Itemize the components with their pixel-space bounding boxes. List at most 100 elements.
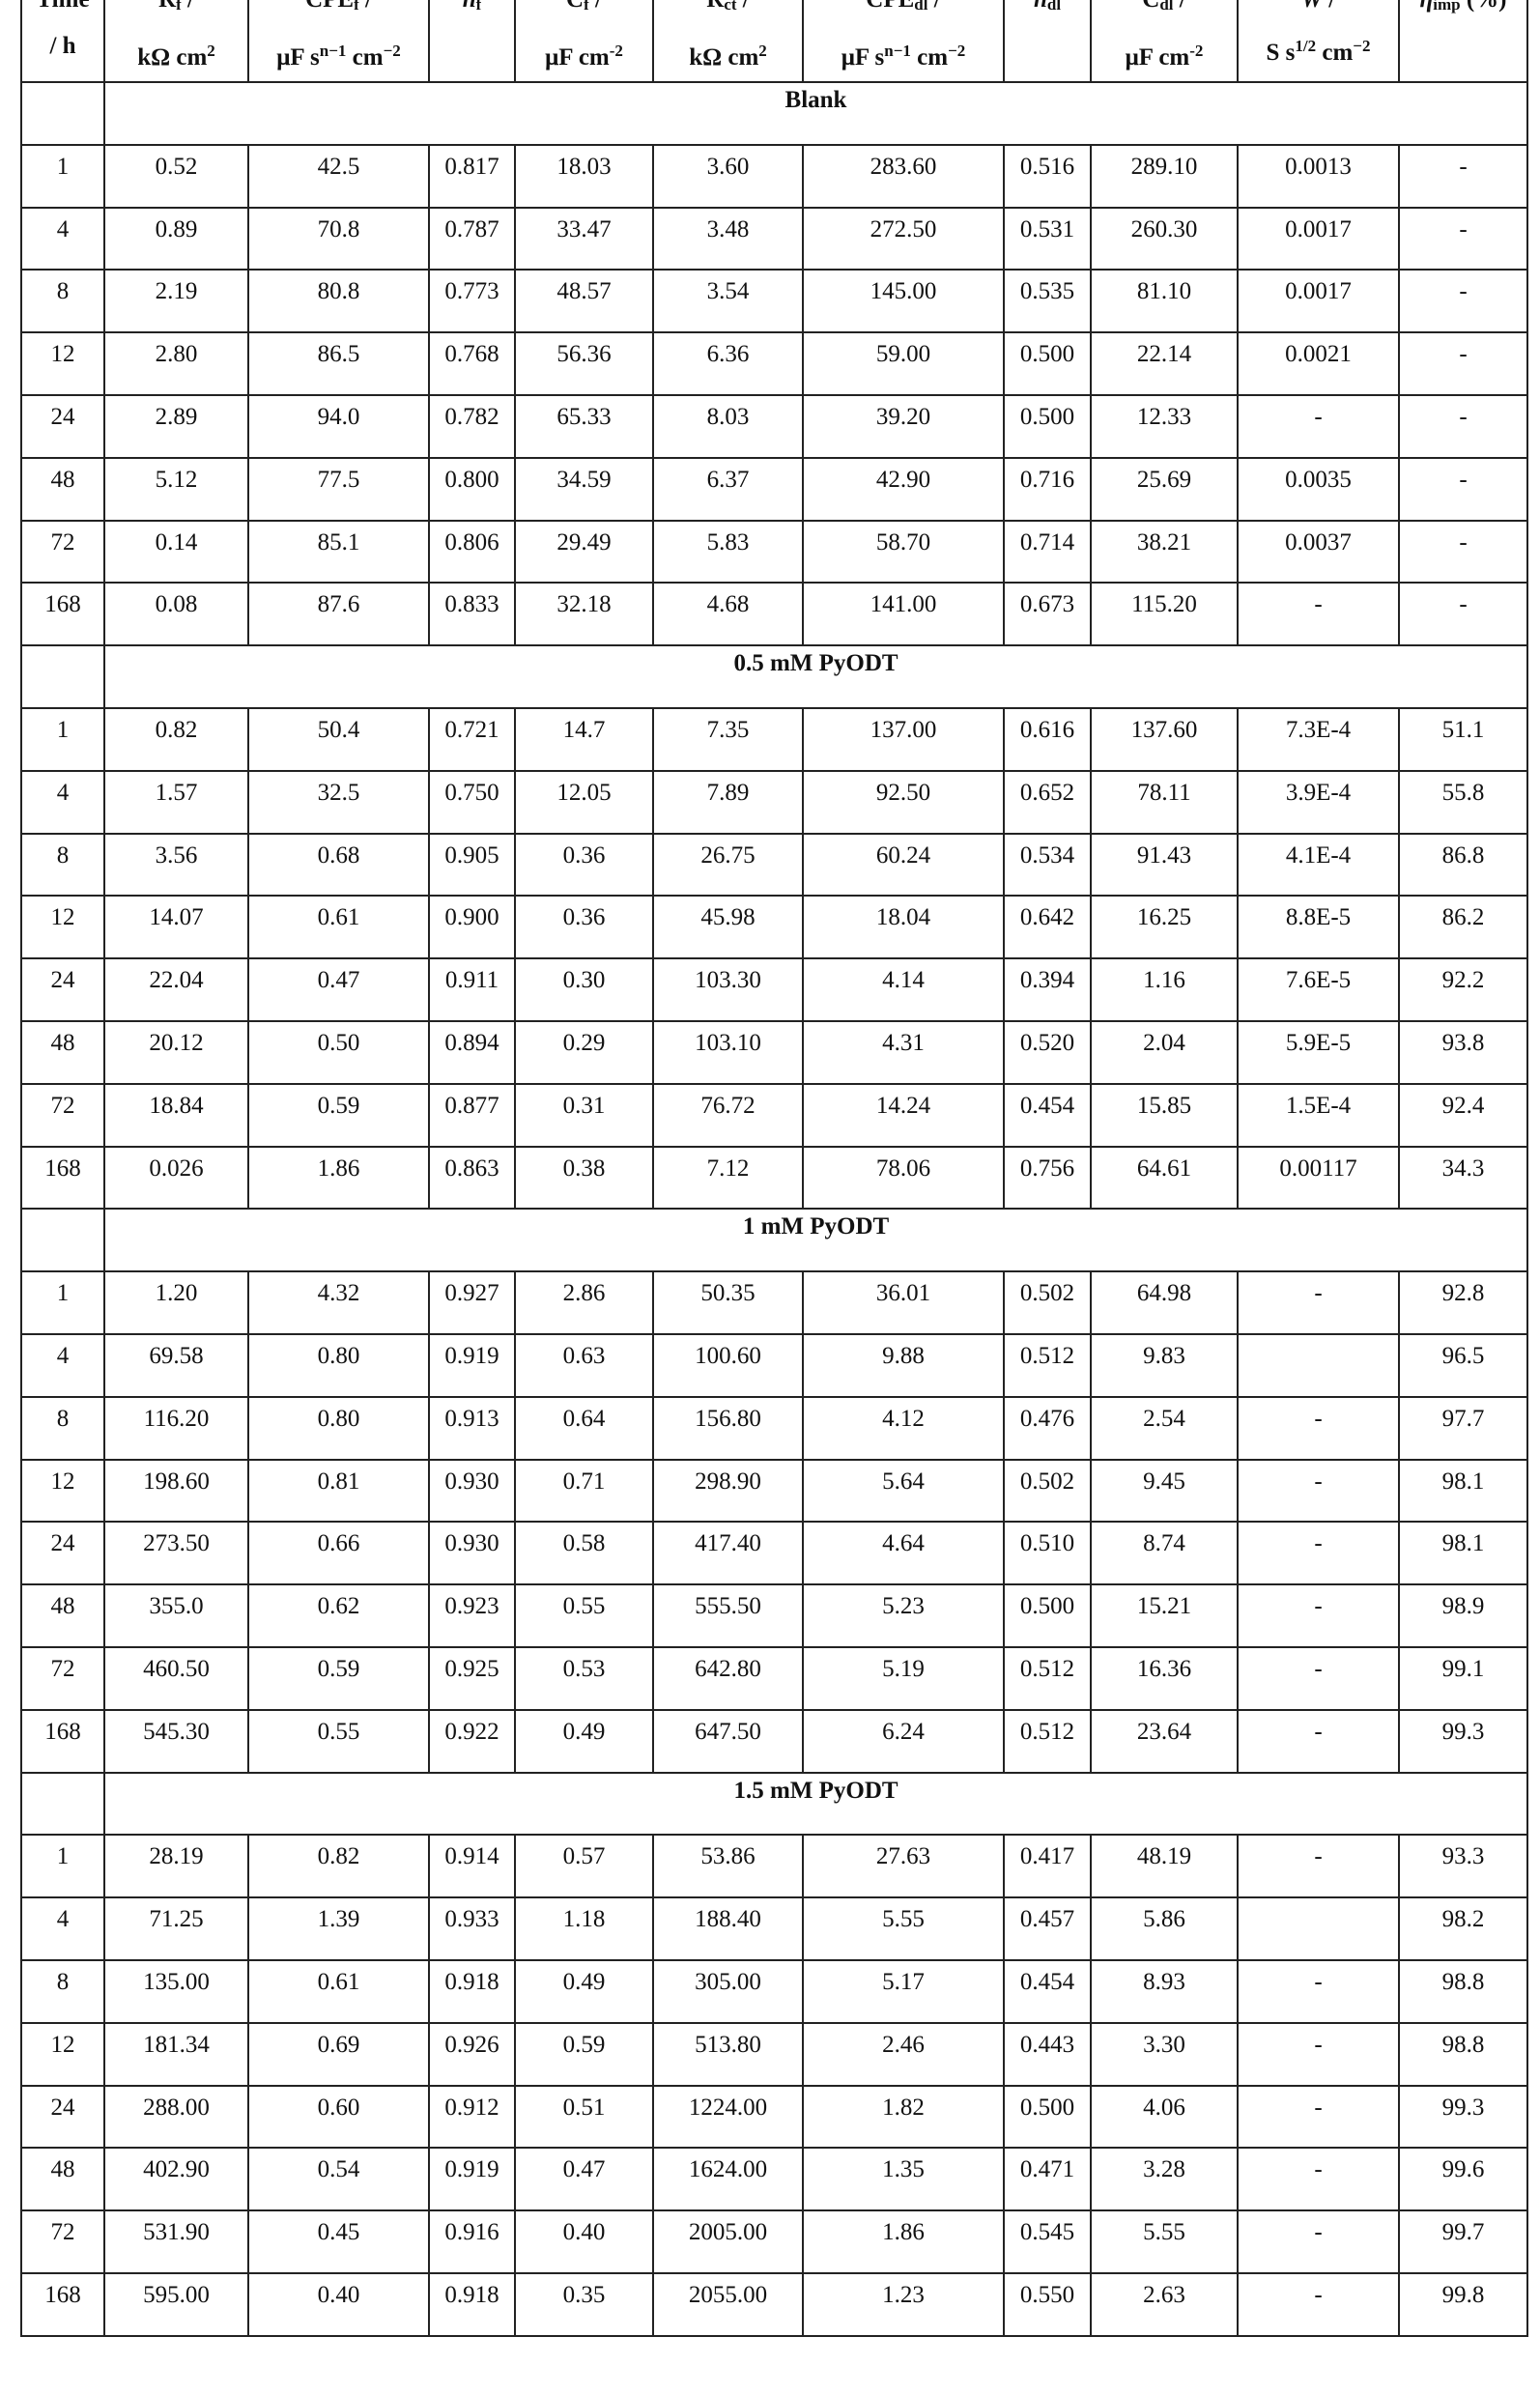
empty-cell bbox=[20, 1208, 105, 1273]
group-label: 1 mM PyODT bbox=[103, 1208, 1528, 1273]
table-cell: - bbox=[1237, 2147, 1400, 2212]
table-cell: 1224.00 bbox=[652, 2084, 804, 2150]
table-cell: 0.516 bbox=[1003, 143, 1092, 209]
table-cell: 0.782 bbox=[428, 393, 516, 459]
table-cell: 0.71 bbox=[514, 1458, 654, 1524]
table-cell: 513.80 bbox=[652, 2021, 804, 2087]
table-cell: 4.12 bbox=[802, 1395, 1005, 1461]
table-cell: 39.20 bbox=[802, 393, 1005, 459]
table-row: 8 2.19 80.8 0.773 48.57 3.54 145.00 0.535 81.10 0… bbox=[20, 269, 1528, 334]
table-cell: 103.10 bbox=[652, 1019, 804, 1085]
table-cell: 2055.00 bbox=[652, 2271, 804, 2337]
header-label: W / bbox=[1239, 0, 1398, 23]
table-cell: 0.911 bbox=[428, 957, 516, 1022]
table-cell: 0.443 bbox=[1003, 2021, 1092, 2087]
group-row: 1.5 mM PyODT bbox=[20, 1771, 1528, 1837]
table-cell: 33.47 bbox=[514, 206, 654, 271]
table-cell: 18.04 bbox=[802, 895, 1005, 960]
table-cell: 0.787 bbox=[428, 206, 516, 271]
table-cell: 0.61 bbox=[247, 1958, 430, 2024]
table-cell: 0.62 bbox=[247, 1583, 430, 1648]
header-label: ndl bbox=[1034, 0, 1062, 14]
header-unit: μF cm-2 bbox=[1125, 42, 1204, 71]
table-cell: 4.64 bbox=[802, 1521, 1005, 1586]
table-cell: 0.63 bbox=[514, 1332, 654, 1398]
table-cell: 0.916 bbox=[428, 2209, 516, 2274]
table-cell: 23.64 bbox=[1090, 1708, 1239, 1774]
table-cell: 137.00 bbox=[802, 706, 1005, 772]
table-cell: 145.00 bbox=[802, 269, 1005, 334]
table-cell: 0.0037 bbox=[1237, 519, 1400, 584]
table-cell: 0.817 bbox=[428, 143, 516, 209]
table-cell: 56.36 bbox=[514, 331, 654, 396]
table-cell: 69.58 bbox=[103, 1332, 249, 1398]
table-cell: 3.28 bbox=[1090, 2147, 1239, 2212]
table-cell: 1 bbox=[20, 706, 105, 772]
table-cell: 0.768 bbox=[428, 331, 516, 396]
table-cell: 288.00 bbox=[103, 2084, 249, 2150]
column-header: ηimp (%) bbox=[1398, 0, 1528, 83]
table-cell: 99.3 bbox=[1398, 1708, 1528, 1774]
table-cell: 0.47 bbox=[514, 2147, 654, 2212]
table-cell: 1.5E-4 bbox=[1237, 1082, 1400, 1148]
table-cell: 25.69 bbox=[1090, 456, 1239, 522]
table-row: 1 0.82 50.4 0.721 14.7 7.35 137.00 0.616 137.60 7… bbox=[20, 706, 1528, 772]
table-cell: 0.512 bbox=[1003, 1332, 1092, 1398]
table-cell: 24 bbox=[20, 393, 105, 459]
table-cell: 98.1 bbox=[1398, 1458, 1528, 1524]
table-cell: - bbox=[1237, 2084, 1400, 2150]
empty-cell bbox=[20, 81, 105, 146]
table-cell: 0.512 bbox=[1003, 1708, 1092, 1774]
table-row: 72 460.50 0.59 0.925 0.53 642.80 5.19 0.512 16.3… bbox=[20, 1645, 1528, 1711]
table-cell: 0.652 bbox=[1003, 769, 1092, 835]
table-cell: 0.69 bbox=[247, 2021, 430, 2087]
table-cell: 91.43 bbox=[1090, 832, 1239, 898]
table-cell: 0.80 bbox=[247, 1395, 430, 1461]
table-row: 168 545.30 0.55 0.922 0.49 647.50 6.24 0.512 23.… bbox=[20, 1708, 1528, 1774]
header-unit: S s1/2 cm−2 bbox=[1266, 37, 1371, 66]
header-unit: μF sn−1 cm−2 bbox=[276, 42, 401, 71]
table-cell: 0.922 bbox=[428, 1708, 516, 1774]
table-cell: 260.30 bbox=[1090, 206, 1239, 271]
table-cell: 595.00 bbox=[103, 2271, 249, 2337]
column-header: ndl bbox=[1003, 0, 1092, 83]
table-cell: 12 bbox=[20, 331, 105, 396]
table-row: 24 2.89 94.0 0.782 65.33 8.03 39.20 0.500 12.33-… bbox=[20, 393, 1528, 459]
table-cell: 555.50 bbox=[652, 1583, 804, 1648]
table-cell: 2.80 bbox=[103, 331, 249, 396]
table-cell: 5.12 bbox=[103, 456, 249, 522]
table-cell: 0.49 bbox=[514, 1958, 654, 2024]
table-row: 168 0.08 87.6 0.833 32.18 4.68 141.00 0.673 115.… bbox=[20, 582, 1528, 647]
table-cell: 72 bbox=[20, 1645, 105, 1711]
table-cell: 98.8 bbox=[1398, 1958, 1528, 2024]
table-cell: 50.4 bbox=[247, 706, 430, 772]
empty-cell bbox=[20, 1771, 105, 1837]
table-cell: 42.90 bbox=[802, 456, 1005, 522]
table-cell: 198.60 bbox=[103, 1458, 249, 1524]
table-cell: 2005.00 bbox=[652, 2209, 804, 2274]
table-cell: 78.06 bbox=[802, 1145, 1005, 1211]
table-row: 72 18.84 0.59 0.877 0.31 76.72 14.24 0.454 15.85… bbox=[20, 1082, 1528, 1148]
table-cell: 181.34 bbox=[103, 2021, 249, 2087]
table-cell: 0.500 bbox=[1003, 331, 1092, 396]
table-cell: 0.714 bbox=[1003, 519, 1092, 584]
table-cell: 156.80 bbox=[652, 1395, 804, 1461]
column-header: W / S s1/2 cm−2 bbox=[1237, 0, 1400, 83]
table-cell: 0.642 bbox=[1003, 895, 1092, 960]
table-cell: 98.1 bbox=[1398, 1521, 1528, 1586]
table-cell: 16.25 bbox=[1090, 895, 1239, 960]
table-cell: 0.59 bbox=[247, 1082, 430, 1148]
table-cell: 1624.00 bbox=[652, 2147, 804, 2212]
table-cell: 0.14 bbox=[103, 519, 249, 584]
table-cell: 15.21 bbox=[1090, 1583, 1239, 1648]
table-row: 1 0.52 42.5 0.817 18.03 3.60 283.60 0.516 289.10… bbox=[20, 143, 1528, 209]
table-cell: 29.49 bbox=[514, 519, 654, 584]
table-cell: 1 bbox=[20, 143, 105, 209]
table-cell: 135.00 bbox=[103, 1958, 249, 2024]
table-cell: 3.56 bbox=[103, 832, 249, 898]
table-cell: 9.83 bbox=[1090, 1332, 1239, 1398]
table-cell: 0.82 bbox=[247, 1834, 430, 1899]
column-header: Rct / kΩ cm2 bbox=[652, 0, 804, 83]
table-cell: 0.900 bbox=[428, 895, 516, 960]
table-cell: - bbox=[1237, 2209, 1400, 2274]
